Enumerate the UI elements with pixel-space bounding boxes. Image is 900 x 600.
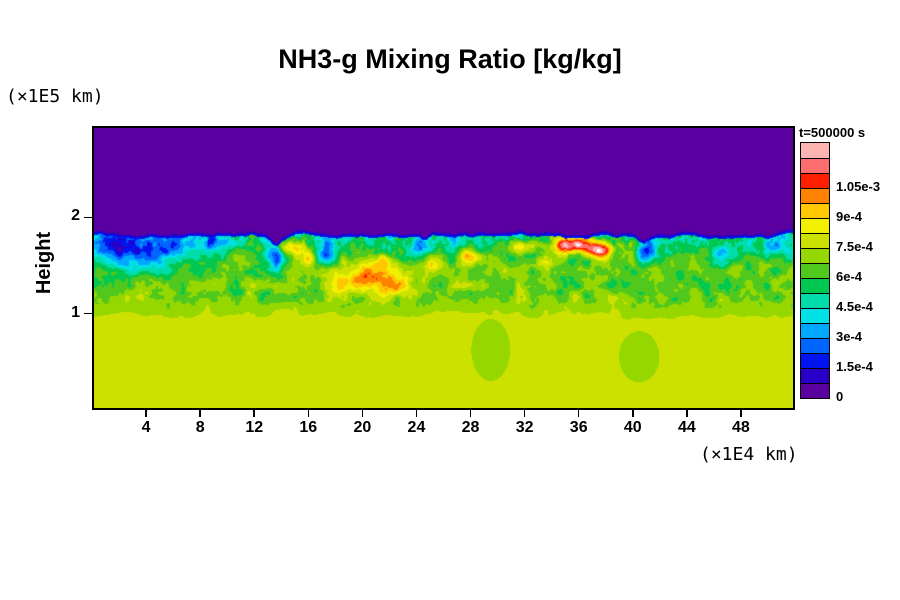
x-tick-label: 44	[677, 419, 696, 436]
x-tick-mark	[253, 410, 255, 417]
x-tick-label: 40	[623, 419, 642, 436]
x-tick-label: 28	[461, 419, 480, 436]
y-tick-mark	[84, 216, 92, 219]
y-axis-unit-label: (×1E5 km)	[6, 86, 104, 107]
x-tick-mark	[632, 410, 634, 417]
colorbar-tick-label: 1.5e-4	[836, 359, 873, 374]
x-tick-label: 36	[569, 419, 588, 436]
y-tick-label: 1	[71, 303, 80, 321]
colorbar-tick-label: 4.5e-4	[836, 299, 873, 314]
colorbar-cell	[801, 218, 829, 233]
x-tick-label: 8	[195, 419, 205, 436]
colorbar-cell	[801, 203, 829, 218]
y-tick-label: 2	[71, 207, 80, 225]
colorbar-cell	[801, 248, 829, 263]
colorbar-cell	[801, 158, 829, 173]
colorbar-cell	[801, 293, 829, 308]
x-tick-mark	[145, 410, 147, 417]
y-tick-mark	[84, 312, 92, 315]
x-tick-mark	[469, 410, 472, 417]
x-tick-mark	[307, 410, 310, 417]
colorbar-tick-label: 1.05e-3	[836, 179, 881, 194]
colorbar-tick-label: 0	[836, 389, 844, 404]
x-tick-mark	[361, 410, 364, 417]
colorbar-cell	[801, 353, 829, 368]
colorbar-cell	[801, 308, 829, 323]
x-tick-label: 24	[407, 419, 426, 436]
colorbar-tick-label: 9e-4	[836, 209, 863, 224]
colorbar-tick-label: 6e-4	[836, 269, 863, 284]
x-tick-mark	[199, 410, 201, 417]
x-tick-label: 4	[141, 419, 151, 436]
colorbar-time-label: t=500000 s	[799, 125, 866, 140]
colorbar-cell	[801, 143, 829, 158]
x-tick-label: 20	[353, 419, 372, 436]
colorbar-cell	[801, 368, 829, 383]
colorbar-tick-label: 7.5e-4	[836, 239, 873, 254]
colorbar-cell	[801, 338, 829, 353]
colorbar-cell	[801, 233, 829, 248]
x-tick-mark	[686, 410, 688, 417]
colorbar-cell	[801, 173, 829, 188]
x-tick-label: 48	[732, 419, 750, 436]
chart-title: NH3-g Mixing Ratio [kg/kg]	[278, 44, 622, 74]
colorbar-cell	[801, 263, 829, 278]
x-tick-label: 12	[245, 419, 264, 436]
x-tick-label: 16	[299, 419, 318, 436]
y-axis-label: Height	[33, 231, 55, 295]
x-tick-mark	[577, 410, 580, 417]
colorbar	[800, 142, 830, 399]
x-axis-unit-label: (×1E4 km)	[700, 444, 798, 465]
x-tick-mark	[415, 410, 418, 417]
x-tick-mark	[740, 410, 742, 417]
x-tick-label: 32	[515, 419, 534, 436]
heatmap-canvas	[92, 126, 795, 410]
x-tick-mark	[523, 410, 526, 417]
colorbar-cell	[801, 188, 829, 203]
colorbar-cell	[801, 383, 829, 398]
colorbar-cell	[801, 323, 829, 338]
colorbar-tick-label: 3e-4	[836, 329, 863, 344]
colorbar-cell	[801, 278, 829, 293]
